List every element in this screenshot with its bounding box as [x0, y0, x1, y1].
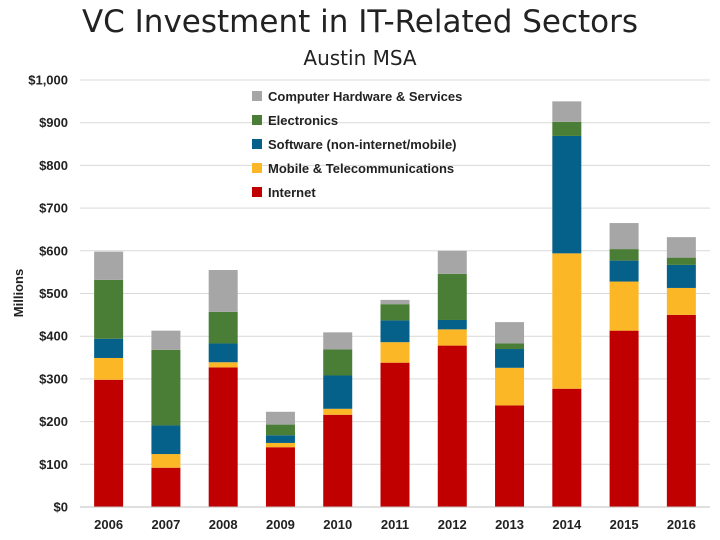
- bar-segment: [151, 425, 181, 455]
- bars: [94, 101, 696, 507]
- bar-segment: [265, 411, 295, 425]
- bar-segment: [495, 343, 525, 350]
- bar-segment: [323, 349, 353, 376]
- legend-entry: Computer Hardware & Services: [268, 89, 462, 104]
- chart-title: VC Investment in IT-Related Sectors: [81, 4, 639, 40]
- y-tick-label: $500: [39, 286, 68, 301]
- bar-segment: [495, 367, 525, 406]
- bar-segment: [151, 330, 181, 350]
- bar-segment: [552, 121, 582, 136]
- bar-segment: [437, 319, 467, 330]
- bar-segment: [208, 367, 238, 507]
- legend-entry: Software (non-internet/mobile): [268, 137, 457, 152]
- bar-segment: [437, 329, 467, 346]
- y-tick-label: $900: [39, 115, 68, 130]
- y-tick-label: $700: [39, 201, 68, 216]
- y-tick-label: $100: [39, 457, 68, 472]
- bar-segment: [495, 405, 525, 507]
- bar-segment: [380, 362, 410, 507]
- bar-segment: [666, 257, 696, 265]
- bar-segment: [552, 388, 582, 507]
- bar-segment: [208, 270, 238, 312]
- bar-segment: [94, 338, 124, 358]
- y-tick-label: $600: [39, 243, 68, 258]
- bar-segment: [323, 414, 353, 507]
- bar-segment: [380, 304, 410, 321]
- chart-subtitle: Austin MSA: [303, 46, 417, 70]
- x-tick-label: 2016: [667, 517, 696, 532]
- y-tick-label: $300: [39, 371, 68, 386]
- legend-swatch: [252, 187, 262, 197]
- y-tick-label: $400: [39, 329, 68, 344]
- bar-segment: [208, 362, 238, 368]
- bar-segment: [609, 281, 639, 331]
- bar-segment: [437, 273, 467, 320]
- bar-segment: [380, 342, 410, 363]
- bar-segment: [495, 322, 525, 344]
- legend-swatch: [252, 139, 262, 149]
- bar-segment: [666, 264, 696, 288]
- legend-entry: Internet: [268, 185, 316, 200]
- x-tick-label: 2006: [94, 517, 123, 532]
- x-tick-label: 2012: [438, 517, 467, 532]
- y-tick-label: $1,000: [28, 73, 68, 88]
- bar-segment: [94, 279, 124, 339]
- legend-entry: Electronics: [268, 113, 338, 128]
- bar-segment: [609, 223, 639, 250]
- bar-segment: [380, 299, 410, 305]
- bar-segment: [437, 250, 467, 274]
- y-axis-label: Millions: [11, 269, 26, 317]
- bar-segment: [666, 287, 696, 315]
- x-tick-label: 2009: [266, 517, 295, 532]
- bar-segment: [208, 311, 238, 344]
- bar-segment: [609, 330, 639, 507]
- bar-segment: [609, 260, 639, 282]
- legend-swatch: [252, 91, 262, 101]
- x-tick-label: 2013: [495, 517, 524, 532]
- bar-segment: [495, 349, 525, 368]
- bar-segment: [552, 135, 582, 254]
- legend-swatch: [252, 115, 262, 125]
- x-tick-label: 2007: [151, 517, 180, 532]
- x-tick-label: 2011: [381, 517, 409, 532]
- bar-segment: [151, 454, 181, 468]
- bar-segment: [552, 101, 582, 122]
- x-tick-label: 2015: [610, 517, 639, 532]
- y-tick-label: $200: [39, 414, 68, 429]
- legend-swatch: [252, 163, 262, 173]
- y-tick-label: $800: [39, 158, 68, 173]
- legend: Computer Hardware & Services Electronics S…: [252, 89, 462, 200]
- bar-segment: [323, 375, 353, 409]
- axes: $0 $100 $200 $300 $400 $500 $600 $700 $800 $900 $1…: [28, 73, 710, 532]
- legend-entry: Mobile & Telecommunications: [268, 161, 454, 176]
- bar-segment: [609, 249, 639, 261]
- bar-segment: [151, 467, 181, 507]
- x-tick-label: 2008: [209, 517, 238, 532]
- bar-segment: [265, 447, 295, 507]
- bar-segment: [666, 314, 696, 507]
- bar-segment: [552, 253, 582, 389]
- x-tick-label: 2010: [323, 517, 352, 532]
- bar-segment: [265, 435, 295, 443]
- bar-segment: [94, 357, 124, 380]
- bar-segment: [94, 379, 124, 507]
- y-tick-label: $0: [54, 500, 68, 515]
- bar-segment: [380, 320, 410, 343]
- bar-segment: [265, 442, 295, 448]
- bar-segment: [208, 343, 238, 363]
- bar-segment: [94, 251, 124, 280]
- bar-segment: [323, 332, 353, 350]
- bar-segment: [437, 345, 467, 507]
- x-tick-label: 2014: [552, 517, 582, 532]
- bar-segment: [265, 424, 295, 436]
- bar-segment: [666, 237, 696, 258]
- bar-segment: [323, 408, 353, 415]
- bar-segment: [151, 349, 181, 426]
